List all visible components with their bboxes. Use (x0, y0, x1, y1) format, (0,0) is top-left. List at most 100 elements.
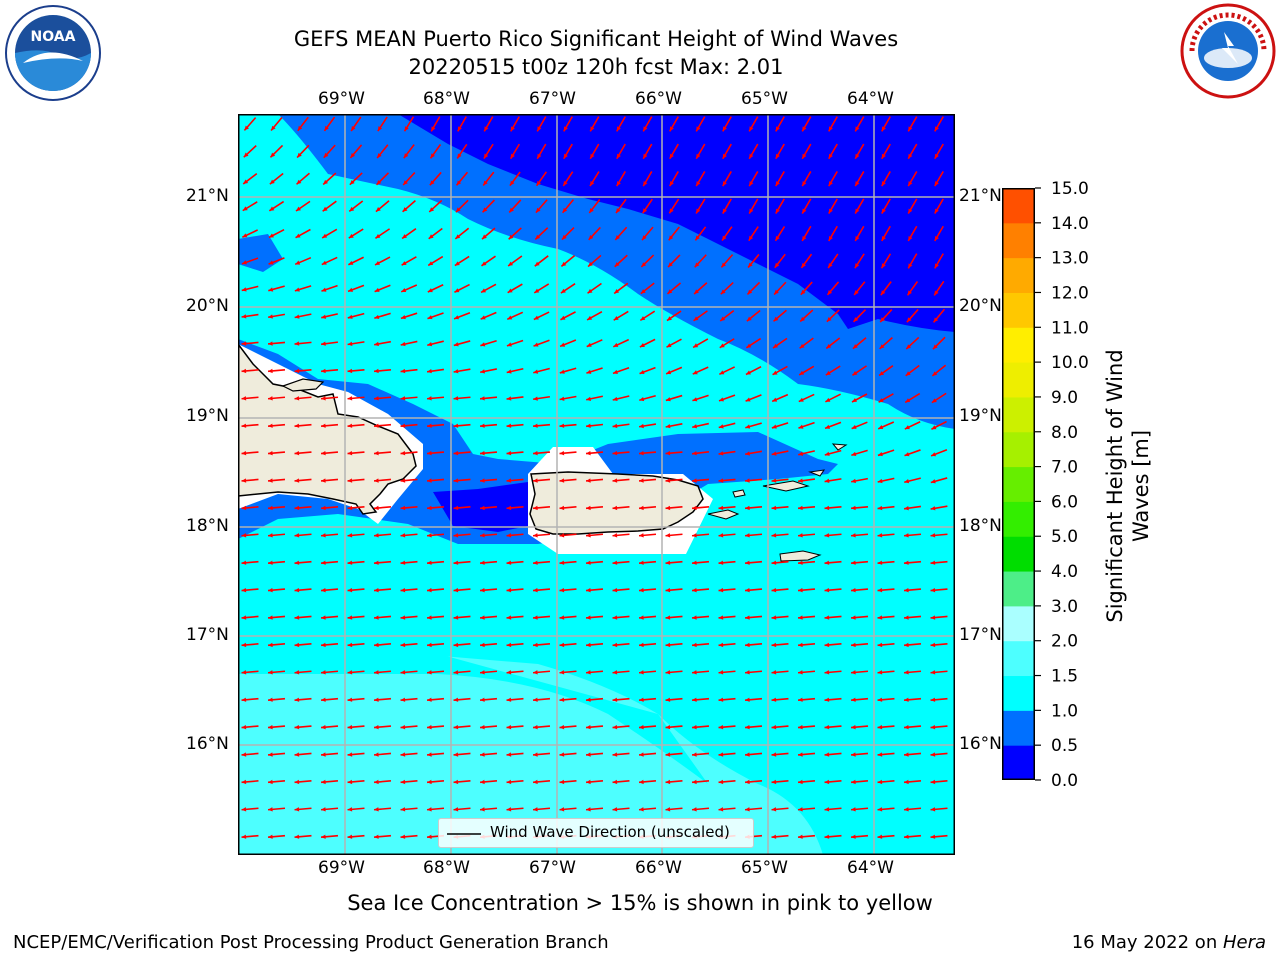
wind-arrow-head (347, 533, 353, 538)
wind-arrow-head (506, 587, 512, 593)
wind-arrow-head (294, 697, 300, 702)
wind-arrow-head (268, 642, 273, 648)
wind-arrow-head (402, 234, 407, 239)
footer-date: 16 May 2022 on Hera (1072, 932, 1266, 953)
wind-arrow-head (824, 697, 830, 702)
wind-arrow-head (745, 560, 750, 565)
wind-arrow-head (374, 396, 379, 401)
wind-arrow-head (930, 642, 936, 648)
wind-arrow-head (798, 397, 804, 402)
wind-arrow-head (616, 153, 621, 159)
wind-arrow-head (588, 235, 594, 240)
lon-label-top: 64°W (847, 89, 894, 109)
wind-arrow-head (586, 615, 591, 620)
wind-arrow-head (241, 642, 247, 648)
lon-label-bottom: 64°W (847, 858, 894, 878)
colorbar-tick-label: 10.0 (1051, 353, 1089, 373)
wind-arrow-head (718, 752, 724, 757)
wind-arrow-head (321, 615, 326, 620)
wind-arrow-head (877, 697, 883, 702)
wind-arrow-head (533, 615, 538, 620)
colorbar-segment (1002, 222, 1035, 259)
lat-label-left: 17°N (186, 625, 229, 645)
lon-label-bottom: 67°W (529, 858, 576, 878)
wind-arrow-head (374, 724, 379, 730)
wind-arrow-head (828, 235, 833, 241)
wind-arrow-head (374, 587, 379, 593)
wind-arrow-head (294, 670, 300, 675)
wind-arrow-head (853, 317, 859, 322)
wind-arrow-head (665, 670, 671, 675)
footer-date-text: 16 May 2022 on (1071, 932, 1223, 953)
wind-arrow-head (877, 505, 883, 511)
wind-arrow-head (692, 560, 697, 565)
wind-arrow-head (904, 425, 910, 430)
wind-arrow-head (855, 126, 860, 132)
wind-arrow-head (322, 233, 328, 238)
wind-arrow-head (506, 807, 512, 812)
wind-arrow-head (930, 834, 936, 839)
wind-arrow-head (669, 126, 674, 132)
wind-arrow-head (481, 288, 487, 293)
wind-arrow-head (640, 289, 646, 294)
wind-arrow-head (294, 752, 300, 757)
wind-arrow-head (828, 208, 833, 214)
lat-label-left: 18°N (186, 516, 229, 536)
wind-arrow-head (855, 153, 860, 159)
wind-arrow-head (268, 396, 273, 401)
wind-arrow-head (747, 289, 753, 295)
wind-arrow-head (668, 262, 673, 268)
wind-arrow-head (559, 752, 565, 757)
wind-arrow-head (612, 779, 618, 785)
wind-arrow-head (347, 505, 353, 511)
wind-arrow-head (400, 615, 406, 620)
wind-arrow-head (586, 478, 591, 483)
noaa-logo-text: NOAA (31, 29, 76, 45)
wind-arrow-head (851, 424, 857, 429)
wind-arrow-head (589, 208, 594, 213)
wind-arrow-head (374, 314, 380, 320)
wind-arrow-head (586, 779, 591, 785)
wind-arrow-head (907, 290, 912, 296)
wind-arrow-head (855, 235, 860, 241)
wind-arrow-head (480, 342, 486, 347)
wind-arrow-head (904, 752, 909, 757)
wind-arrow-head (775, 181, 780, 187)
wind-arrow-head (773, 316, 779, 322)
wind-arrow-head (321, 341, 326, 346)
legend-line-icon (447, 833, 481, 835)
wind-arrow-head (483, 180, 488, 186)
colorbar-segment (1002, 745, 1035, 781)
wind-arrow-head (692, 779, 697, 785)
wind-arrow-head (321, 807, 326, 812)
wind-arrow-head (347, 724, 353, 730)
wind-arrow-head (904, 533, 909, 538)
wind-arrow-head (533, 560, 538, 565)
wind-arrow-head (324, 125, 329, 131)
wind-arrow-head (612, 615, 618, 620)
wind-arrow-head (268, 779, 273, 785)
colorbar-tick-label: 0.0 (1051, 771, 1078, 790)
wind-arrow-head (427, 642, 432, 648)
colorbar-segment (1002, 292, 1035, 328)
wind-arrow-head (427, 670, 432, 675)
wind-arrow-head (348, 260, 354, 265)
footer-branch: NCEP/EMC/Verification Post Processing Pr… (13, 932, 609, 953)
wind-arrow-head (612, 533, 618, 538)
wind-arrow-head (321, 533, 326, 538)
wind-arrow-head (877, 533, 883, 538)
wind-arrow-head (560, 315, 566, 320)
wind-arrow-head (639, 396, 645, 402)
wind-arrow-head (586, 505, 591, 511)
wind-arrow-head (771, 478, 777, 483)
wind-arrow-head (509, 207, 514, 213)
wind-wave-arrows (241, 116, 948, 839)
wind-arrow-head (798, 807, 803, 812)
wind-arrow-head (427, 779, 432, 785)
wind-arrow-head (480, 587, 485, 593)
lat-label-right: 19°N (959, 406, 1002, 426)
wind-arrow-head (932, 344, 938, 350)
wind-arrow-head (559, 642, 565, 648)
wind-arrow-head (241, 450, 247, 456)
wind-arrow-head (351, 126, 356, 131)
